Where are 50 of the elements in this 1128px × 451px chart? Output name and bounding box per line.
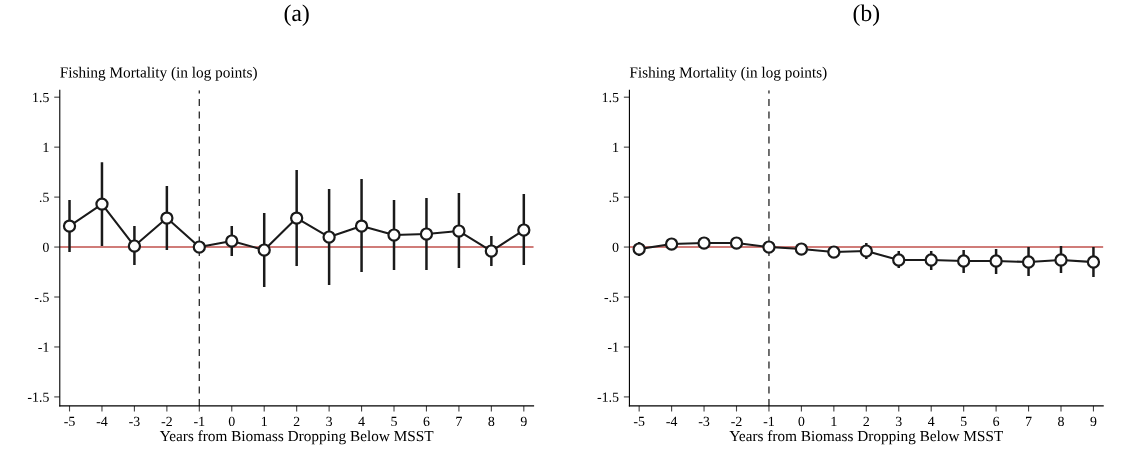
x-tick-label: 1 xyxy=(261,416,267,426)
x-tick-label: -1 xyxy=(763,416,774,426)
x-tick-label: 7 xyxy=(456,416,462,426)
y-tick-label: -.5 xyxy=(34,292,49,303)
y-tick-label: 1.5 xyxy=(602,92,619,103)
y-tick-label: 1 xyxy=(43,142,49,152)
x-tick-label: -4 xyxy=(666,416,678,426)
x-tick-label: 3 xyxy=(326,416,333,427)
chart-title: (b) xyxy=(853,4,880,26)
x-axis-title: Years from Biomass Dropping Below MSST xyxy=(729,430,1003,445)
y-tick-label: -1.5 xyxy=(597,392,619,402)
x-tick-label: 5 xyxy=(391,416,397,427)
x-tick-label: -3 xyxy=(698,416,710,427)
x-tick-label: 4 xyxy=(358,416,365,426)
x-tick-label: 2 xyxy=(863,416,870,426)
x-tick-label: 0 xyxy=(798,416,805,427)
x-tick-label: -1 xyxy=(194,416,205,426)
x-tick-label: 9 xyxy=(1090,416,1097,427)
x-tick-label: 1 xyxy=(831,416,837,426)
y-axis-title: Fishing Mortality (in log points) xyxy=(629,66,827,81)
y-tick-label: 1 xyxy=(613,142,619,152)
chart-title: (a) xyxy=(284,4,309,26)
y-tick-label: .5 xyxy=(609,192,619,203)
x-tick-label: 4 xyxy=(928,416,935,426)
y-tick-label: -1 xyxy=(607,342,619,352)
y-tick-label: .5 xyxy=(39,192,49,203)
x-tick-label: -4 xyxy=(96,416,108,426)
y-tick-label: -.5 xyxy=(604,292,619,303)
x-tick-label: 8 xyxy=(488,416,495,427)
x-tick-label: 9 xyxy=(520,416,527,427)
y-tick-label: 0 xyxy=(42,242,49,253)
x-tick-label: 6 xyxy=(993,416,1000,427)
y-tick-label: -1 xyxy=(38,342,49,352)
x-tick-label: 2 xyxy=(293,416,300,426)
x-tick-label: -2 xyxy=(731,416,742,426)
x-tick-label: -3 xyxy=(129,416,140,427)
x-tick-label: -5 xyxy=(633,416,645,427)
y-tick-label: 0 xyxy=(612,242,619,253)
x-tick-label: 7 xyxy=(1025,416,1032,426)
y-tick-label: -1.5 xyxy=(27,392,49,402)
x-tick-label: 8 xyxy=(1058,416,1064,427)
x-tick-label: -2 xyxy=(161,416,172,426)
x-tick-label: 6 xyxy=(423,416,430,427)
y-axis-title: Fishing Mortality (in log points) xyxy=(60,66,257,81)
x-axis-title: Years from Biomass Dropping Below MSST xyxy=(159,430,434,445)
y-tick-label: 1.5 xyxy=(33,92,49,103)
x-tick-label: 3 xyxy=(895,416,902,427)
x-tick-label: 0 xyxy=(228,416,235,427)
x-tick-label: 5 xyxy=(960,416,967,427)
x-tick-label: -5 xyxy=(64,416,75,427)
